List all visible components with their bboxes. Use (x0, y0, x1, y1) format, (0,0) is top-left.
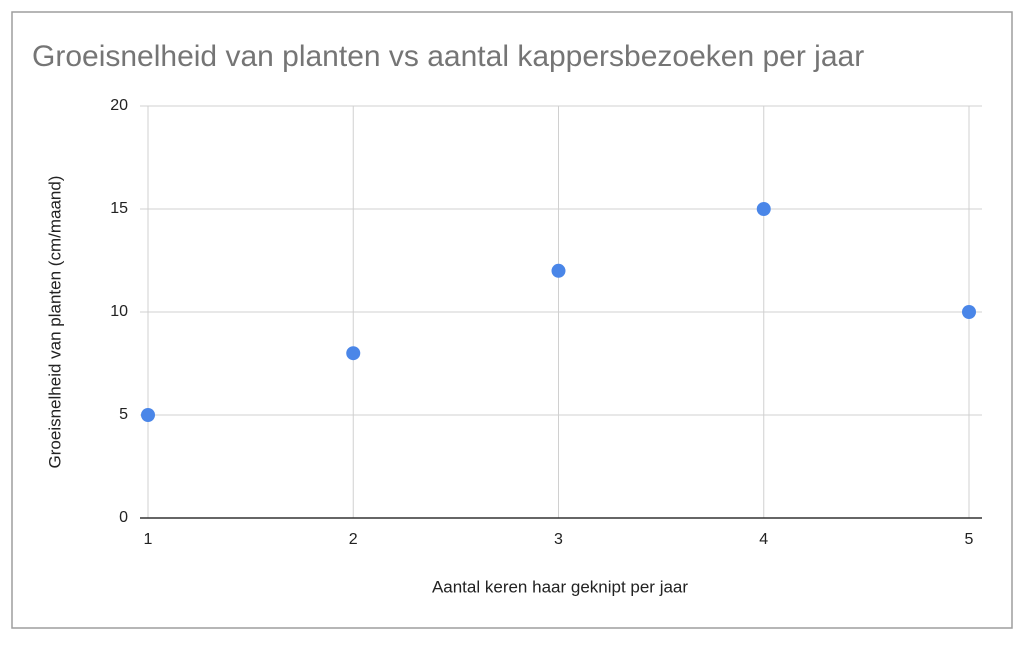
point (962, 305, 976, 319)
x-tick-label: 4 (759, 531, 768, 548)
y-tick-label: 15 (110, 200, 128, 217)
y-tick-label: 0 (119, 509, 128, 526)
y-tick-label: 5 (119, 406, 128, 423)
point (551, 263, 566, 278)
x-tick-label: 3 (554, 531, 563, 548)
y-tick-label: 10 (110, 303, 128, 320)
x-tick-label: 2 (349, 531, 358, 548)
chart-border (11, 11, 1013, 629)
point (756, 202, 771, 216)
y-axis-label: Groeisnelheid van planten (cm/maand) (45, 176, 64, 469)
y-tick-label: 20 (110, 97, 128, 114)
chart-title: Groeisnelheid van planten vs aantal kapp… (32, 40, 864, 73)
x-axis-label: Aantal keren haar geknipt per jaar (432, 577, 688, 596)
x-tick-label: 5 (965, 531, 974, 548)
x-tick-label: 1 (144, 531, 153, 548)
point (346, 346, 361, 361)
point (141, 408, 155, 422)
